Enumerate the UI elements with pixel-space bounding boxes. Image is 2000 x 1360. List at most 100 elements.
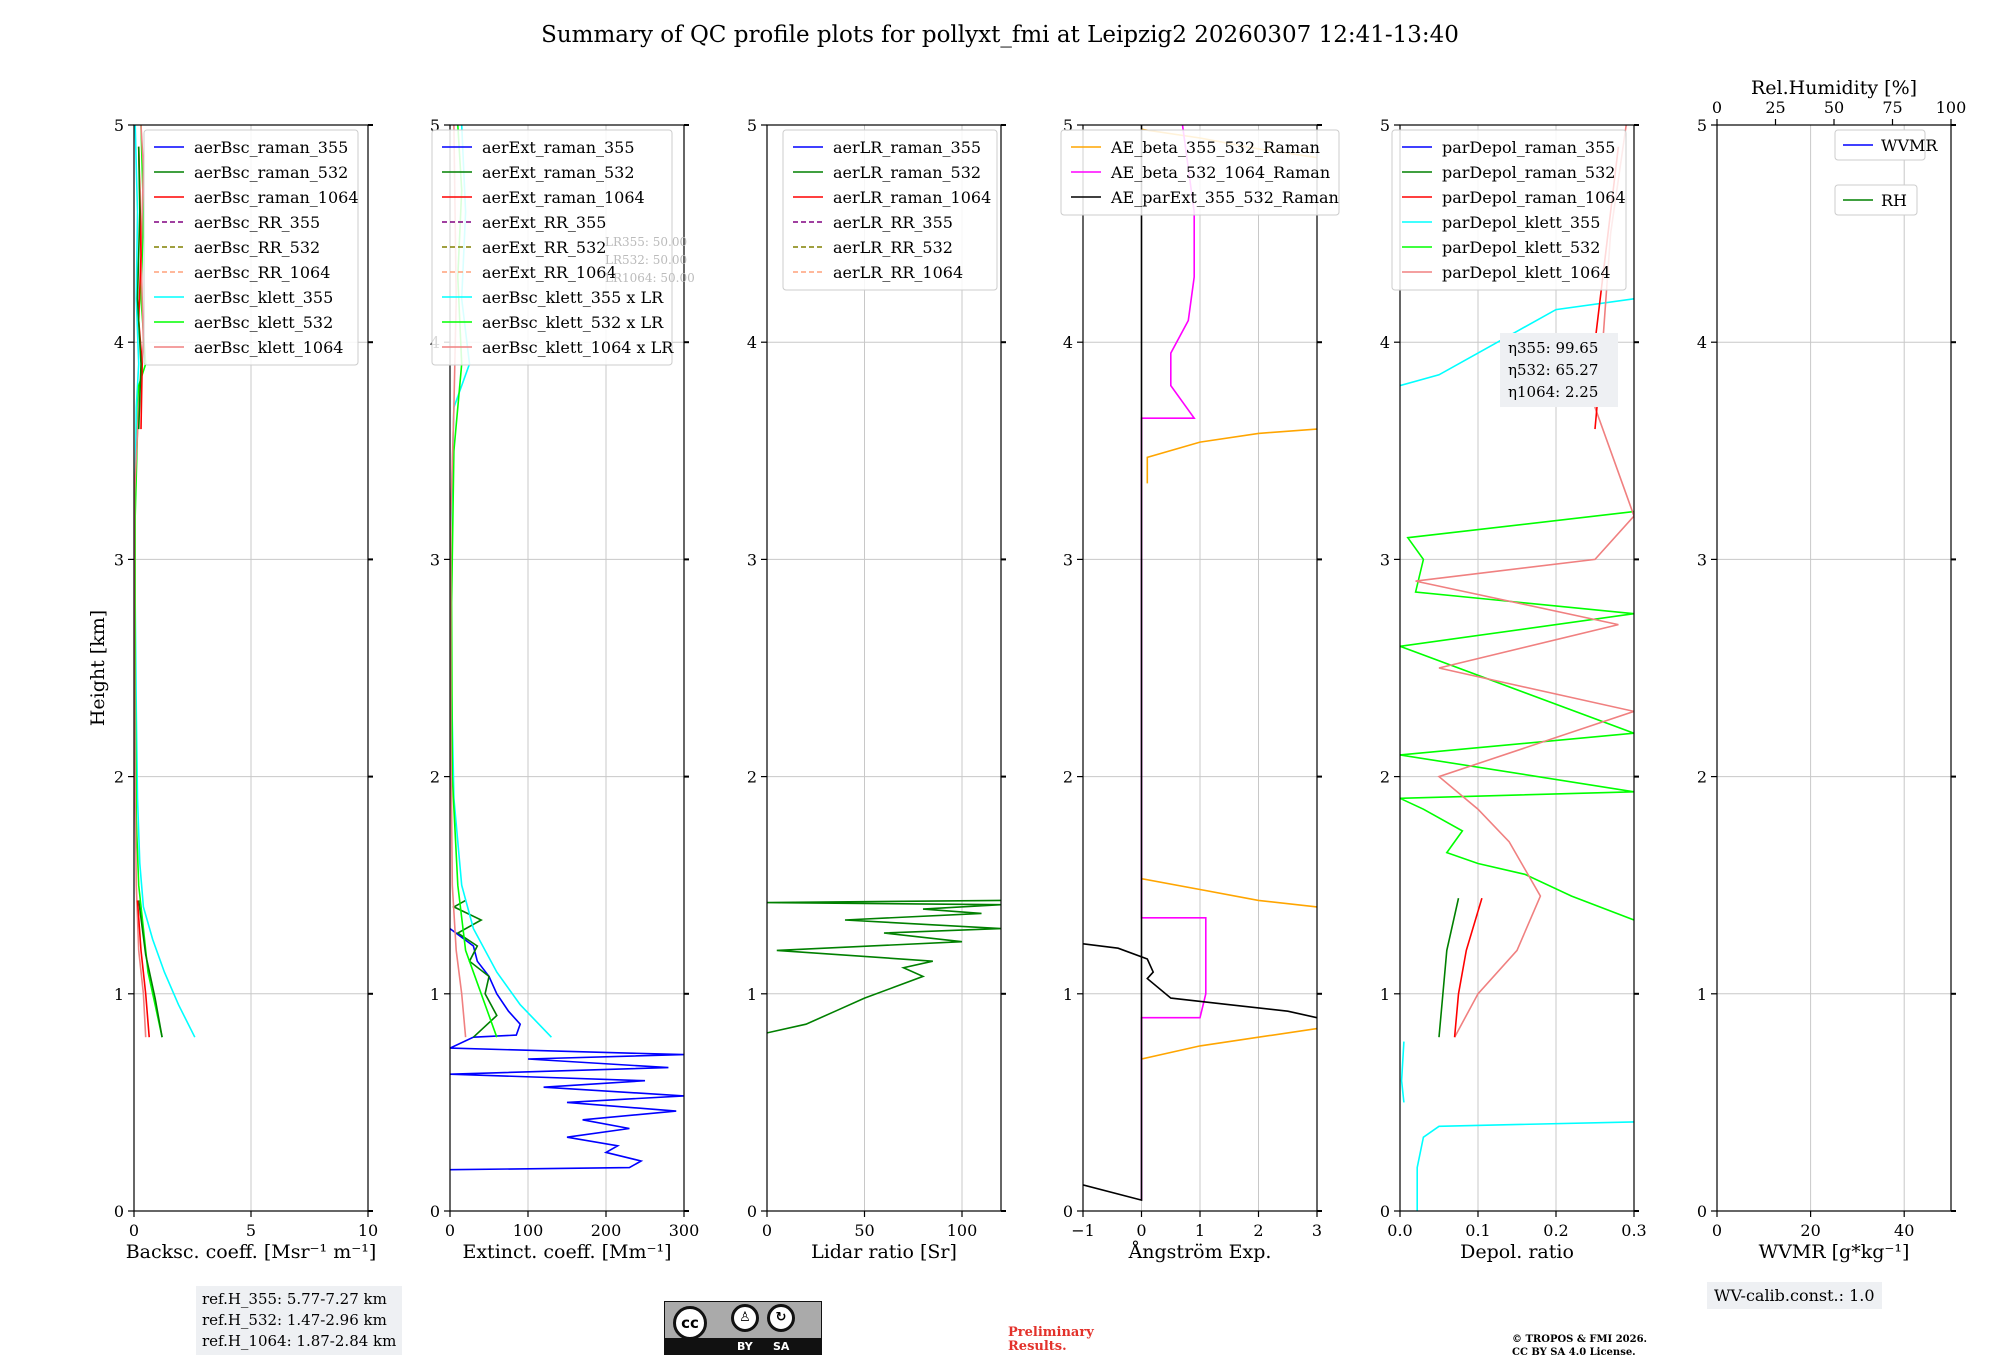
legend-box [1834, 129, 1926, 161]
x-tick-label: 0.1 [1465, 1221, 1490, 1240]
figure-title: Summary of QC profile plots for pollyxt_… [541, 22, 1459, 48]
x-tick-label: 0 [1136, 1221, 1146, 1240]
legend-entry: AE_beta_532_1064_Raman [1110, 163, 1330, 182]
sa-label: SA [773, 1340, 790, 1353]
x-tick-label: 100 [947, 1221, 978, 1240]
y-tick-label: 5 [747, 116, 757, 135]
series-line-aerbsc-raman-532 [137, 900, 163, 1038]
eta-annotation: η355: 99.65 [1508, 339, 1598, 357]
axes-frame [766, 124, 1002, 1212]
legend-box [431, 129, 673, 366]
y-tick-label: 4 [747, 333, 757, 352]
top-axis-label: Rel.Humidity [%] [1751, 77, 1917, 99]
series-line-aerbsc-raman-1064 [136, 900, 150, 1038]
legend-entry: aerLR_raman_355 [833, 138, 981, 157]
x-axis-label: Backsc. coeff. [Msr⁻¹ m⁻¹] [126, 1241, 377, 1263]
y-tick-label: 2 [747, 768, 757, 787]
y-tick-label: 1 [114, 985, 124, 1004]
y-axis-label: Height [km] [87, 610, 109, 726]
x-tick-label: 0 [762, 1221, 772, 1240]
ref-height-355: ref.H_355: 5.77-7.27 km [202, 1290, 387, 1308]
y-tick-label: 0 [430, 1202, 440, 1221]
by-label: BY [737, 1340, 753, 1353]
y-tick-label: 5 [1697, 116, 1707, 135]
series-line-pardepol-klett-355-high- [1400, 298, 1634, 387]
eta-box [1500, 333, 1618, 407]
panel-5: 0.0 0.1 0.2 0.3 0 1 2 3 4 5 Depol. ratio parDepol_r… [1380, 116, 1647, 1263]
y-tick-label: 1 [1380, 985, 1390, 1004]
sa-share-icon: ↻ [767, 1304, 795, 1332]
legend-entry: aerBsc_klett_1064 x LR [482, 338, 674, 357]
legend: AE_beta_355_532_Raman AE_beta_532_1064_Ra… [1060, 129, 1340, 216]
y-tick-label: 3 [747, 550, 757, 569]
legend-entry: aerBsc_klett_532 x LR [482, 313, 664, 332]
series-group [767, 899, 1001, 1034]
series-line-pardepol-klett-355-low2- [1400, 1041, 1405, 1103]
legend: aerExt_raman_355 aerExt_raman_532 aerExt_r… [431, 129, 674, 366]
x-tick-label: 1 [1195, 1221, 1205, 1240]
y-tick-label: 1 [1063, 985, 1073, 1004]
preliminary-line-1: Preliminary [1008, 1325, 1094, 1340]
axes-frame [1716, 124, 1952, 1212]
legend: aerBsc_raman_355 aerBsc_raman_532 aerBsc_r… [143, 129, 359, 366]
legend-entry: WVMR [1881, 136, 1938, 155]
legend: aerLR_raman_355 aerLR_raman_532 aerLR_rama… [782, 129, 998, 291]
legend-entry: aerExt_raman_1064 [482, 188, 645, 207]
y-tick-label: 5 [1380, 116, 1390, 135]
eta-annotation: η532: 65.27 [1508, 361, 1598, 379]
y-tick-label: 4 [1063, 333, 1073, 352]
x-axis-label: Extinct. coeff. [Mm⁻¹] [462, 1241, 671, 1263]
x-tick-label: 0 [129, 1221, 139, 1240]
series-line-ae-parext-355-532-raman [1083, 125, 1143, 1202]
legend-entry: aerBsc_RR_1064 [194, 263, 330, 282]
y-tick-label: 2 [114, 768, 124, 787]
legend-entry: aerLR_raman_1064 [833, 188, 991, 207]
y-tick-label: 0 [1063, 1202, 1073, 1221]
panel-6: 0 20 40 0 1 2 3 4 5 WVMR [g*kg⁻¹] 0 25 50 75 100 Rel.Hu… [1697, 77, 1966, 1263]
panel-2: 0100200300012345Extinct. coeff. [Mm⁻¹]ae… [430, 116, 699, 1263]
x-tick-label: 0.3 [1621, 1221, 1646, 1240]
series-line-ae-beta-355-532-raman-mid- [1141, 877, 1317, 908]
y-tick-label: 2 [1697, 768, 1707, 787]
series-line-pardepol-raman-532 [1438, 898, 1460, 1038]
legend-entry: aerLR_RR_355 [833, 213, 953, 232]
legend-entry: aerBsc_RR_532 [194, 238, 320, 257]
legend-entry: aerBsc_RR_355 [194, 213, 320, 232]
legend-entry: parDepol_raman_355 [1442, 138, 1615, 157]
x-tick-label: 50 [854, 1221, 874, 1240]
x-tick-label: 100 [513, 1221, 544, 1240]
top-x-tick-label: 0 [1712, 98, 1722, 117]
y-tick-label: 4 [1380, 333, 1390, 352]
top-x-tick-label: 50 [1824, 98, 1844, 117]
y-tick-label: 0 [1380, 1202, 1390, 1221]
legend: parDepol_raman_355 parDepol_raman_532 parD… [1391, 129, 1627, 291]
preliminary-line-2: Results. [1008, 1339, 1067, 1354]
x-tick-label: 40 [1894, 1221, 1914, 1240]
legend-entry: aerExt_raman_532 [482, 163, 635, 182]
legend-entry: aerExt_RR_355 [482, 213, 606, 232]
legend-entry: aerLR_raman_532 [833, 163, 981, 182]
axes-frame [1399, 124, 1635, 1212]
y-tick-label: 1 [747, 985, 757, 1004]
y-tick-label: 1 [430, 985, 440, 1004]
lr-annotation: LR1064: 50.00 [605, 271, 695, 285]
x-tick-label: 0.0 [1387, 1221, 1412, 1240]
series-group [134, 125, 196, 1038]
top-x-tick-label: 100 [1936, 98, 1967, 117]
series-line-pardepol-raman-1064 [1453, 897, 1483, 1038]
x-tick-label: 300 [669, 1221, 700, 1240]
y-tick-label: 0 [747, 1202, 757, 1221]
y-tick-label: 1 [1697, 985, 1707, 1004]
x-axis-label: Depol. ratio [1460, 1241, 1574, 1263]
legend-box [143, 129, 359, 366]
cc-by-sa-icon: cc ♙ ↻ BY SA [664, 1301, 822, 1355]
axes-frame [449, 124, 685, 1212]
legend-entry: aerBsc_klett_355 [194, 288, 333, 307]
by-person-icon: ♙ [731, 1304, 759, 1332]
y-tick-label: 4 [1697, 333, 1707, 352]
series-group [1400, 125, 1634, 1211]
eta-annotation: η1064: 2.25 [1508, 383, 1598, 401]
legend-box [1391, 129, 1627, 291]
